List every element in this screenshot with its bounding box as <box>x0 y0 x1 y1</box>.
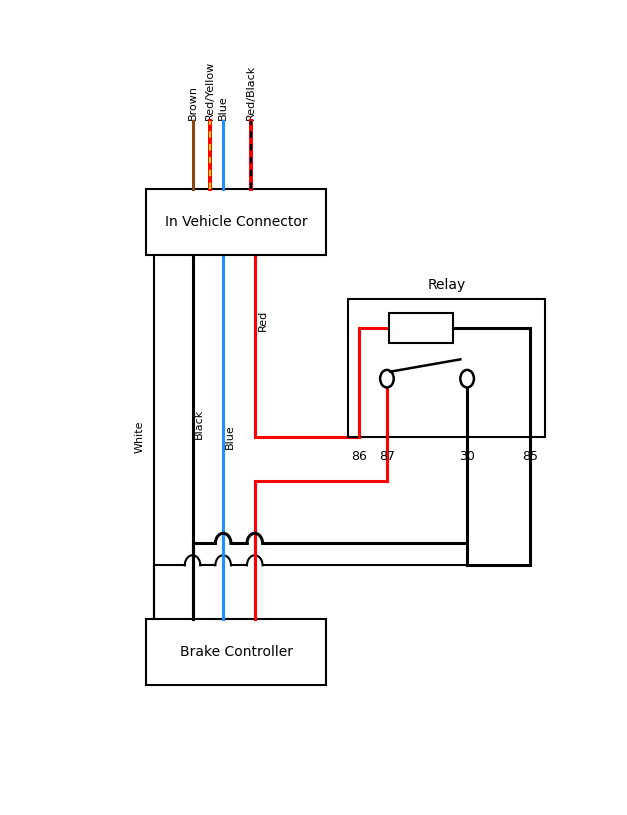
Bar <box>147 619 326 685</box>
Text: Red/Yellow: Red/Yellow <box>204 60 214 120</box>
Text: 87: 87 <box>379 451 395 464</box>
Text: 30: 30 <box>459 451 475 464</box>
Text: Red: Red <box>258 310 268 331</box>
Text: Brake Controller: Brake Controller <box>180 645 293 659</box>
Text: Brown: Brown <box>187 85 198 120</box>
Text: Black: Black <box>194 409 204 439</box>
Text: 85: 85 <box>522 451 539 464</box>
Text: In Vehicle Connector: In Vehicle Connector <box>165 214 308 229</box>
Text: Relay: Relay <box>428 278 466 292</box>
Bar <box>147 189 326 254</box>
Text: White: White <box>135 421 145 453</box>
Text: 86: 86 <box>351 451 367 464</box>
Bar <box>348 298 545 437</box>
Circle shape <box>460 370 474 387</box>
Bar <box>389 313 453 343</box>
Text: Blue: Blue <box>218 95 228 120</box>
Circle shape <box>380 370 394 387</box>
Text: Blue: Blue <box>225 425 235 449</box>
Text: Red/Black: Red/Black <box>246 64 256 120</box>
